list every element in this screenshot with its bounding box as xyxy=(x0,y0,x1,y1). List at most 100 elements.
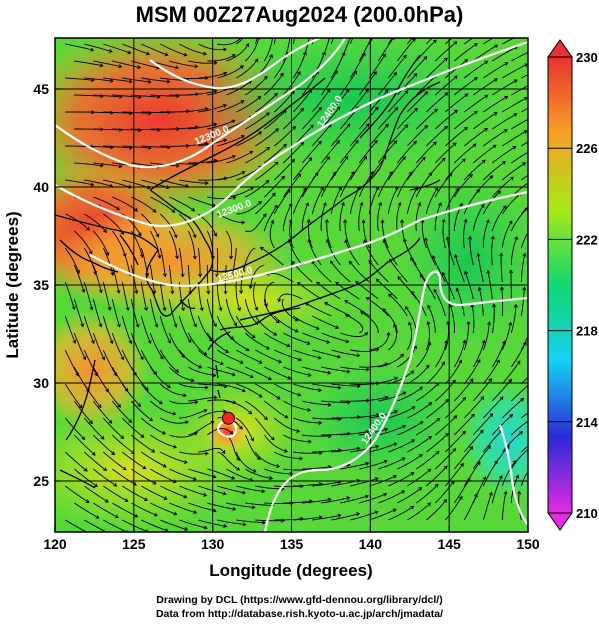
streamline-arrowhead xyxy=(488,491,493,496)
streamline xyxy=(245,400,268,420)
streamline xyxy=(159,349,179,373)
streamline-arrowhead xyxy=(438,202,442,207)
streamline-arrowhead xyxy=(463,218,468,223)
streamline xyxy=(305,302,332,317)
streamline-arrowhead xyxy=(258,200,263,205)
streamline-arrowhead xyxy=(326,339,331,344)
y-tick-label: 35 xyxy=(33,277,49,293)
streamline-arrowhead xyxy=(423,56,428,60)
streamline xyxy=(320,106,341,130)
streamline xyxy=(122,519,149,532)
streamline xyxy=(378,490,405,504)
streamline-arrowhead xyxy=(120,356,125,361)
streamline xyxy=(274,383,301,396)
streamline xyxy=(311,124,332,147)
streamline-arrowhead xyxy=(361,52,366,57)
streamline-arrowhead xyxy=(356,478,361,483)
streamline-arrowhead xyxy=(103,467,108,472)
streamline xyxy=(207,399,236,404)
streamline xyxy=(179,43,207,55)
streamline xyxy=(236,58,259,79)
streamline xyxy=(74,94,104,97)
streamline-arrowhead xyxy=(114,514,119,519)
streamline-arrowhead xyxy=(360,311,365,315)
streamline-arrowhead xyxy=(286,343,291,348)
streamline-arrowhead xyxy=(231,154,236,159)
streamline xyxy=(350,348,379,352)
streamline-arrowhead xyxy=(427,502,432,507)
streamline xyxy=(64,349,79,376)
streamline-arrowhead xyxy=(493,112,498,116)
y-tick-label: 25 xyxy=(33,473,49,489)
streamline-arrowhead xyxy=(267,376,272,381)
streamline xyxy=(405,306,417,334)
streamline-arrowhead xyxy=(153,371,157,376)
streamline xyxy=(102,315,113,344)
streamline xyxy=(320,70,338,96)
streamline xyxy=(160,179,189,187)
streamline xyxy=(121,315,132,344)
streamline xyxy=(321,332,349,343)
streamline-arrowhead xyxy=(460,462,464,467)
streamline-arrowhead xyxy=(337,513,342,518)
streamline-arrowhead xyxy=(225,349,230,353)
streamline-arrowhead xyxy=(91,451,96,456)
streamline-arrowhead xyxy=(397,276,402,280)
streamline-arrowhead xyxy=(392,474,397,479)
streamline xyxy=(406,38,413,45)
streamline xyxy=(93,60,122,68)
streamline-arrowhead xyxy=(213,89,218,94)
streamline xyxy=(302,466,332,470)
streamline-arrowhead xyxy=(259,247,264,251)
streamline-arrowhead xyxy=(343,219,348,224)
streamline-arrowhead xyxy=(544,65,547,68)
streamline-arrowhead xyxy=(359,18,362,21)
streamline-arrowhead xyxy=(134,513,139,518)
streamline xyxy=(197,315,213,342)
streamline xyxy=(217,65,244,79)
streamline-arrowhead xyxy=(238,425,243,430)
streamline xyxy=(149,230,161,259)
x-axis-label: Longitude (degrees) xyxy=(209,561,372,580)
streamline xyxy=(403,238,417,266)
streamline xyxy=(434,480,455,504)
streamline-arrowhead xyxy=(163,496,168,500)
streamline xyxy=(463,159,486,181)
streamline xyxy=(360,311,379,334)
streamline-arrowhead xyxy=(365,494,370,499)
streamline xyxy=(226,366,254,378)
streamline-arrowhead xyxy=(502,205,507,210)
footer-credit-drawing: Drawing by DCL (https://www.gfd-dennou.o… xyxy=(156,594,443,606)
streamline xyxy=(463,396,485,419)
streamline-arrowhead xyxy=(145,51,151,56)
streamline-arrowhead xyxy=(289,33,292,36)
geopotential-contours xyxy=(55,38,528,532)
streamline-arrowhead xyxy=(317,355,322,360)
streamline-arrowhead xyxy=(544,98,547,101)
streamline xyxy=(245,332,270,350)
streamline xyxy=(397,345,417,368)
colorbar-tick-label: 230 xyxy=(576,50,598,65)
streamline xyxy=(425,92,448,113)
streamline xyxy=(302,400,331,406)
streamline xyxy=(169,468,197,480)
streamline xyxy=(293,516,322,521)
streamline-arrowhead xyxy=(204,451,209,456)
streamline xyxy=(472,340,485,368)
streamline xyxy=(510,384,528,402)
streamline-arrowhead xyxy=(397,201,402,206)
streamline-arrowhead xyxy=(476,252,481,257)
streamline-arrowhead xyxy=(159,355,164,360)
streamline-arrowhead xyxy=(389,258,393,263)
streamline-arrowhead xyxy=(519,431,524,435)
streamline xyxy=(112,60,141,69)
streamline xyxy=(254,451,280,468)
streamline-arrowhead xyxy=(230,336,235,341)
streamline xyxy=(378,457,406,470)
streamline-arrowhead xyxy=(251,334,256,339)
streamline xyxy=(187,264,192,294)
streamline xyxy=(473,144,497,164)
streamline xyxy=(377,140,397,164)
streamline-arrowhead xyxy=(164,52,169,57)
streamline xyxy=(397,276,417,300)
